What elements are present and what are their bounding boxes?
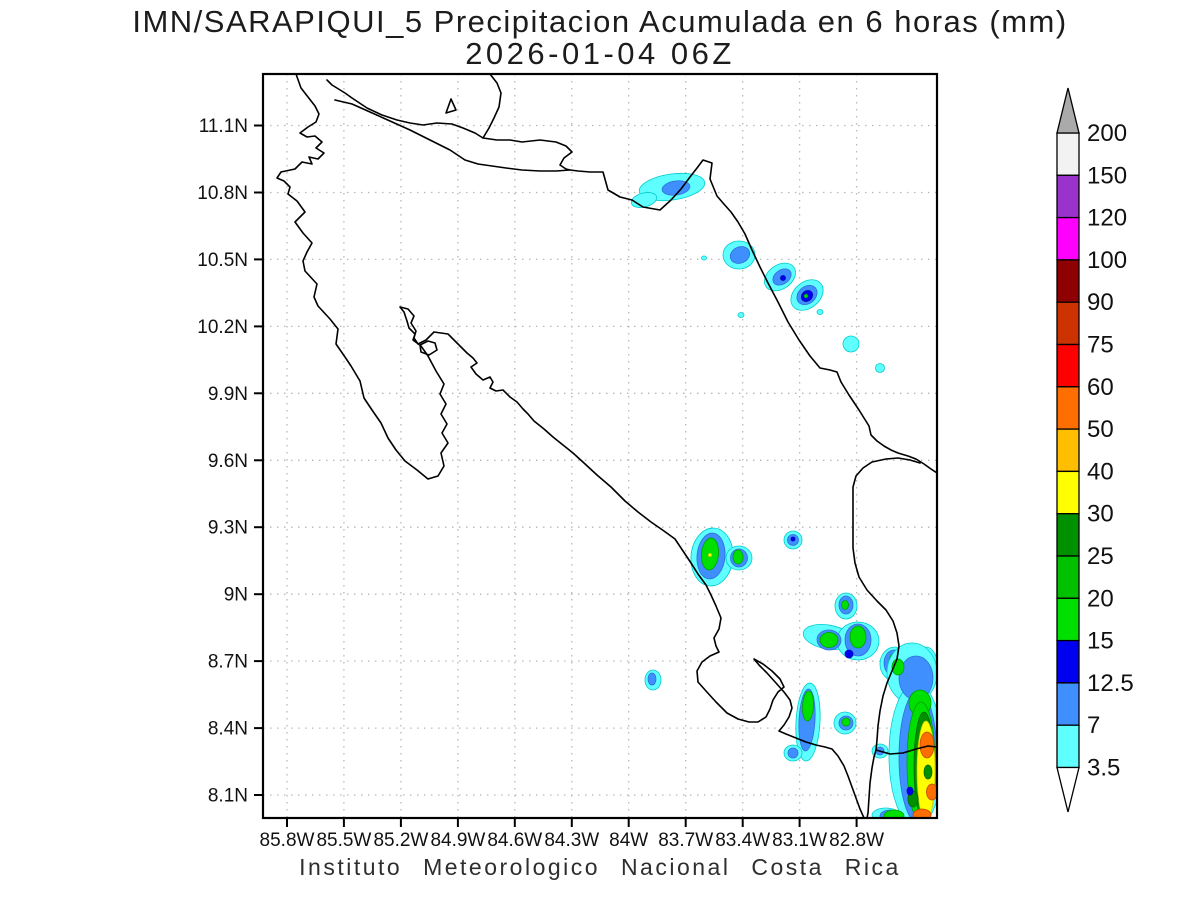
precip-cell [919, 731, 935, 759]
precip-cell [912, 808, 932, 818]
axis-ticks [254, 124, 858, 827]
island-chira [419, 340, 438, 356]
precip-cell [803, 293, 809, 299]
precip-cell [923, 764, 933, 780]
precip-cell [926, 783, 937, 801]
lat-tick-label: 8.1N [208, 786, 248, 807]
islet-san-juan [445, 98, 457, 114]
colorbar-segment [1056, 682, 1080, 726]
colorbar-arrow-bottom [1056, 766, 1080, 813]
colorbar-segment [1056, 343, 1080, 388]
colorbar-arrow-top [1056, 87, 1080, 134]
lat-tick-label: 11.1N [199, 116, 248, 137]
colorbar-segment [1056, 555, 1080, 599]
colorbar-segment [1056, 259, 1080, 303]
caption: Instituto Meteorologico Nacional Costa R… [299, 854, 901, 880]
precip-cell [849, 625, 867, 649]
colorbar-segment [1056, 513, 1080, 557]
lat-tick-label: 9N [224, 585, 248, 606]
precip-cell [883, 809, 905, 818]
lat-tick-label: 10.2N [197, 317, 248, 338]
precip-cell [841, 717, 851, 727]
precip-cell [708, 553, 713, 558]
lon-tick-label: 83.4W [715, 830, 770, 851]
lat-tick-label: 8.4N [208, 719, 248, 740]
colorbar-label: 12.5 [1087, 670, 1134, 697]
plot-subtitle: 2026-01-04 06Z [465, 36, 735, 71]
lat-tick-label: 9.6N [208, 451, 248, 472]
precip-cell [701, 255, 707, 261]
precip-cell [647, 672, 657, 686]
precip-cell [875, 363, 885, 373]
colorbar-label: 120 [1087, 205, 1127, 232]
colorbar-segment [1056, 597, 1080, 642]
precip-cell [787, 747, 799, 759]
precip-cell [802, 690, 814, 722]
lat-tick-label: 8.7N [208, 652, 248, 673]
colorbar-segment [1056, 216, 1080, 261]
colorbar-label: 150 [1087, 162, 1127, 189]
precip-cell [790, 536, 796, 542]
lon-tick-label: 84.6W [487, 830, 542, 851]
colorbar-label: 7 [1087, 712, 1100, 739]
lat-tick-label: 9.3N [208, 518, 248, 539]
lon-tick-label: 85.2W [373, 830, 428, 851]
lat-tick-label: 10.8N [197, 183, 248, 204]
colorbar-label: 40 [1087, 458, 1114, 485]
precip-cell [737, 312, 745, 318]
colorbar-label: 20 [1087, 585, 1114, 612]
precip-cell [732, 549, 744, 565]
precip-cell [906, 786, 914, 796]
precip-cell [844, 649, 854, 659]
colorbar-segment [1056, 174, 1080, 219]
precip-cell [841, 600, 849, 610]
precip-cell [842, 335, 860, 353]
lon-tick-label: 84W [609, 830, 648, 851]
border-panama [852, 457, 921, 751]
lon-tick-label: 84.9W [430, 830, 485, 851]
colorbar-label: 200 [1087, 120, 1127, 147]
precip-cell [816, 309, 824, 315]
colorbar-label: 30 [1087, 501, 1114, 528]
lon-tick-label: 84.3W [544, 830, 599, 851]
coastline-caribbean [482, 137, 937, 474]
colorbar-label: 90 [1087, 289, 1114, 316]
lon-tick-label: 83.1W [772, 830, 827, 851]
grid-lines [263, 74, 937, 818]
lat-tick-label: 10.5N [197, 250, 248, 271]
lat-tick-label: 9.9N [208, 384, 248, 405]
precip-cell [780, 275, 786, 281]
colorbar-segment [1056, 639, 1080, 684]
precip-cell [819, 632, 839, 648]
colorbar-segment [1056, 724, 1080, 769]
colorbar-segment [1056, 470, 1080, 515]
plot-title: IMN/SARAPIQUI_5 Precipitacion Acumulada … [132, 4, 1068, 39]
coastline-lake-nicaragua [326, 74, 502, 139]
axis-labels: 11.1N 10.8N 10.5N 10.2N 9.9N 9.6N 9.3N 9N 8.7N 8.… [197, 116, 884, 851]
colorbar-label: 15 [1087, 628, 1114, 655]
colorbar-label: 75 [1087, 332, 1114, 359]
colorbar-segment [1056, 428, 1080, 473]
precip-cell [661, 180, 691, 196]
colorbar-label: 50 [1087, 416, 1114, 443]
coastline-pacific [276, 74, 937, 818]
lon-tick-label: 85.5W [316, 830, 371, 851]
colorbar-label: 100 [1087, 247, 1127, 274]
coastline-borders [276, 74, 937, 818]
colorbar-label: 60 [1087, 374, 1114, 401]
lon-tick-label: 85.8W [260, 830, 315, 851]
map-frame [261, 72, 939, 820]
lon-tick-label: 83.7W [658, 830, 713, 851]
colorbar: 200 150 120 100 90 75 60 50 40 30 25 20 15 12.5 7 3.5 [1056, 87, 1134, 813]
colorbar-segment [1056, 301, 1080, 346]
colorbar-segment [1056, 386, 1080, 430]
colorbar-label: 25 [1087, 543, 1114, 570]
lon-tick-label: 82.8W [829, 830, 884, 851]
border-nicaragua [334, 99, 571, 172]
colorbar-segment [1056, 132, 1080, 176]
colorbar-label: 3.5 [1087, 755, 1120, 782]
precip-cell [729, 246, 751, 264]
